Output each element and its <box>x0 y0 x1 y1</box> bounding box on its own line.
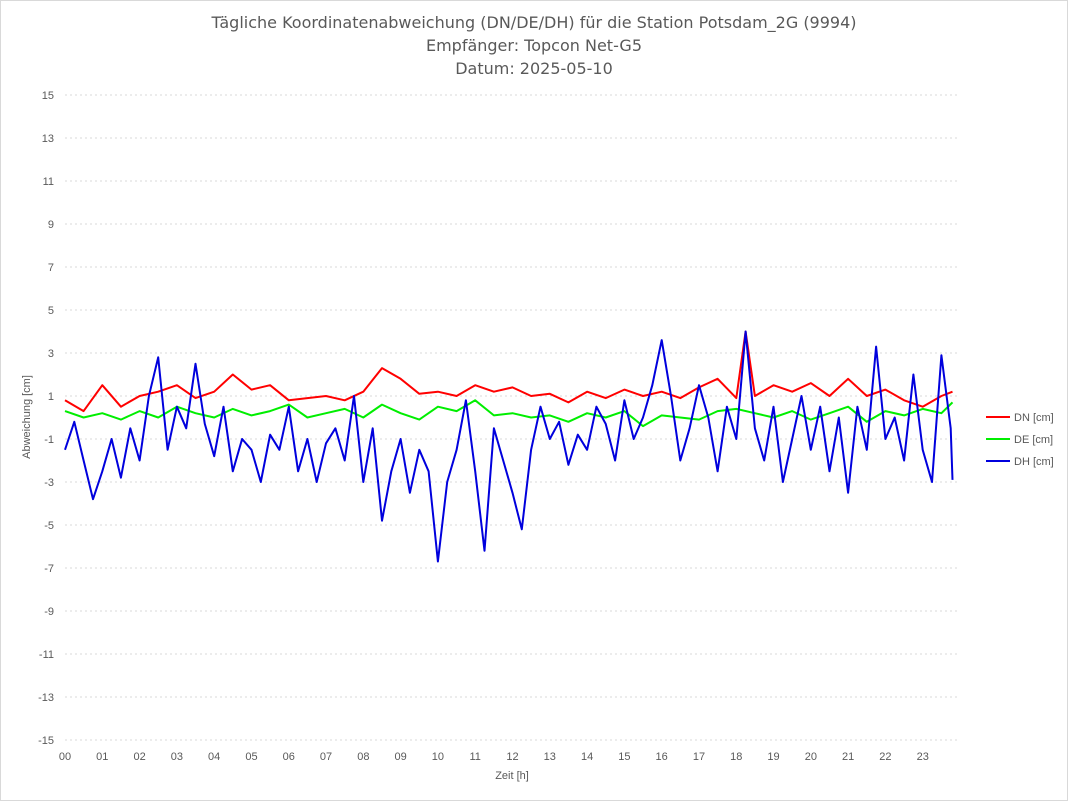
x-tick-label: 15 <box>618 751 630 763</box>
y-tick-label: -3 <box>44 477 54 489</box>
x-tick-label: 02 <box>133 751 145 763</box>
x-tick-label: 01 <box>96 751 108 763</box>
x-tick-label: 22 <box>879 751 891 763</box>
legend-label: DN [cm] <box>1014 412 1054 424</box>
y-tick-label: 3 <box>48 348 54 360</box>
y-tick-label: -13 <box>38 692 54 704</box>
legend-label: DE [cm] <box>1014 434 1053 446</box>
series-line-de <box>64 399 954 428</box>
series-line-dh <box>64 330 954 563</box>
x-tick-label: 07 <box>320 751 332 763</box>
x-tick-label: 05 <box>245 751 257 763</box>
x-tick-label: 03 <box>171 751 183 763</box>
x-tick-labels: 00 01 02 03 04 05 06 07 08 09 10 11 12 13 14 15 16 17 18 19… <box>59 751 929 763</box>
x-tick-label: 23 <box>917 751 929 763</box>
x-tick-label: 18 <box>730 751 742 763</box>
x-tick-label: 10 <box>432 751 444 763</box>
grid-lines <box>65 94 960 741</box>
y-tick-label: 1 <box>48 391 54 403</box>
x-tick-label: 06 <box>283 751 295 763</box>
y-tick-label: 7 <box>48 262 54 274</box>
x-axis-title: Zeit [h] <box>495 770 529 782</box>
y-tick-label: 11 <box>43 176 54 188</box>
x-tick-label: 08 <box>357 751 369 763</box>
chart-title-line-2: Empfänger: Topcon Net-G5 <box>426 36 642 55</box>
x-tick-label: 17 <box>693 751 705 763</box>
x-tick-label: 14 <box>581 751 593 763</box>
y-tick-label: 9 <box>48 219 54 231</box>
y-tick-label: -7 <box>44 563 54 575</box>
y-tick-label: -9 <box>44 606 54 618</box>
x-tick-label: 20 <box>805 751 817 763</box>
x-tick-label: 19 <box>767 751 779 763</box>
x-tick-label: 12 <box>506 751 518 763</box>
y-tick-label: -11 <box>39 649 54 661</box>
x-tick-label: 00 <box>59 751 71 763</box>
y-tick-label: 15 <box>42 90 54 102</box>
x-tick-label: 13 <box>544 751 556 763</box>
legend-label: DH [cm] <box>1014 456 1054 468</box>
y-tick-label: 5 <box>48 305 54 317</box>
x-tick-label: 11 <box>469 751 480 763</box>
y-axis-title: Abweichung [cm] <box>21 375 33 459</box>
x-tick-label: 09 <box>395 751 407 763</box>
y-tick-label: 13 <box>42 133 54 145</box>
series-lines <box>64 330 954 563</box>
y-tick-label: -1 <box>44 434 54 446</box>
chart-title-line-1: Tägliche Koordinatenabweichung (DN/DE/DH… <box>210 13 856 33</box>
chart-title-line-3: Datum: 2025-05-10 <box>455 59 613 78</box>
y-tick-label: -15 <box>38 735 54 747</box>
series-line-dn <box>64 330 953 413</box>
x-tick-label: 04 <box>208 751 220 763</box>
x-tick-label: 16 <box>656 751 668 763</box>
y-tick-label: -5 <box>44 520 54 532</box>
legend: DN [cm] DE [cm] DH [cm] <box>986 412 1054 468</box>
x-tick-label: 21 <box>842 751 854 763</box>
y-tick-labels: 15 13 11 9 7 5 3 1 -1 -3 -5 -7 -9 -11 -13 -15 <box>38 90 54 747</box>
